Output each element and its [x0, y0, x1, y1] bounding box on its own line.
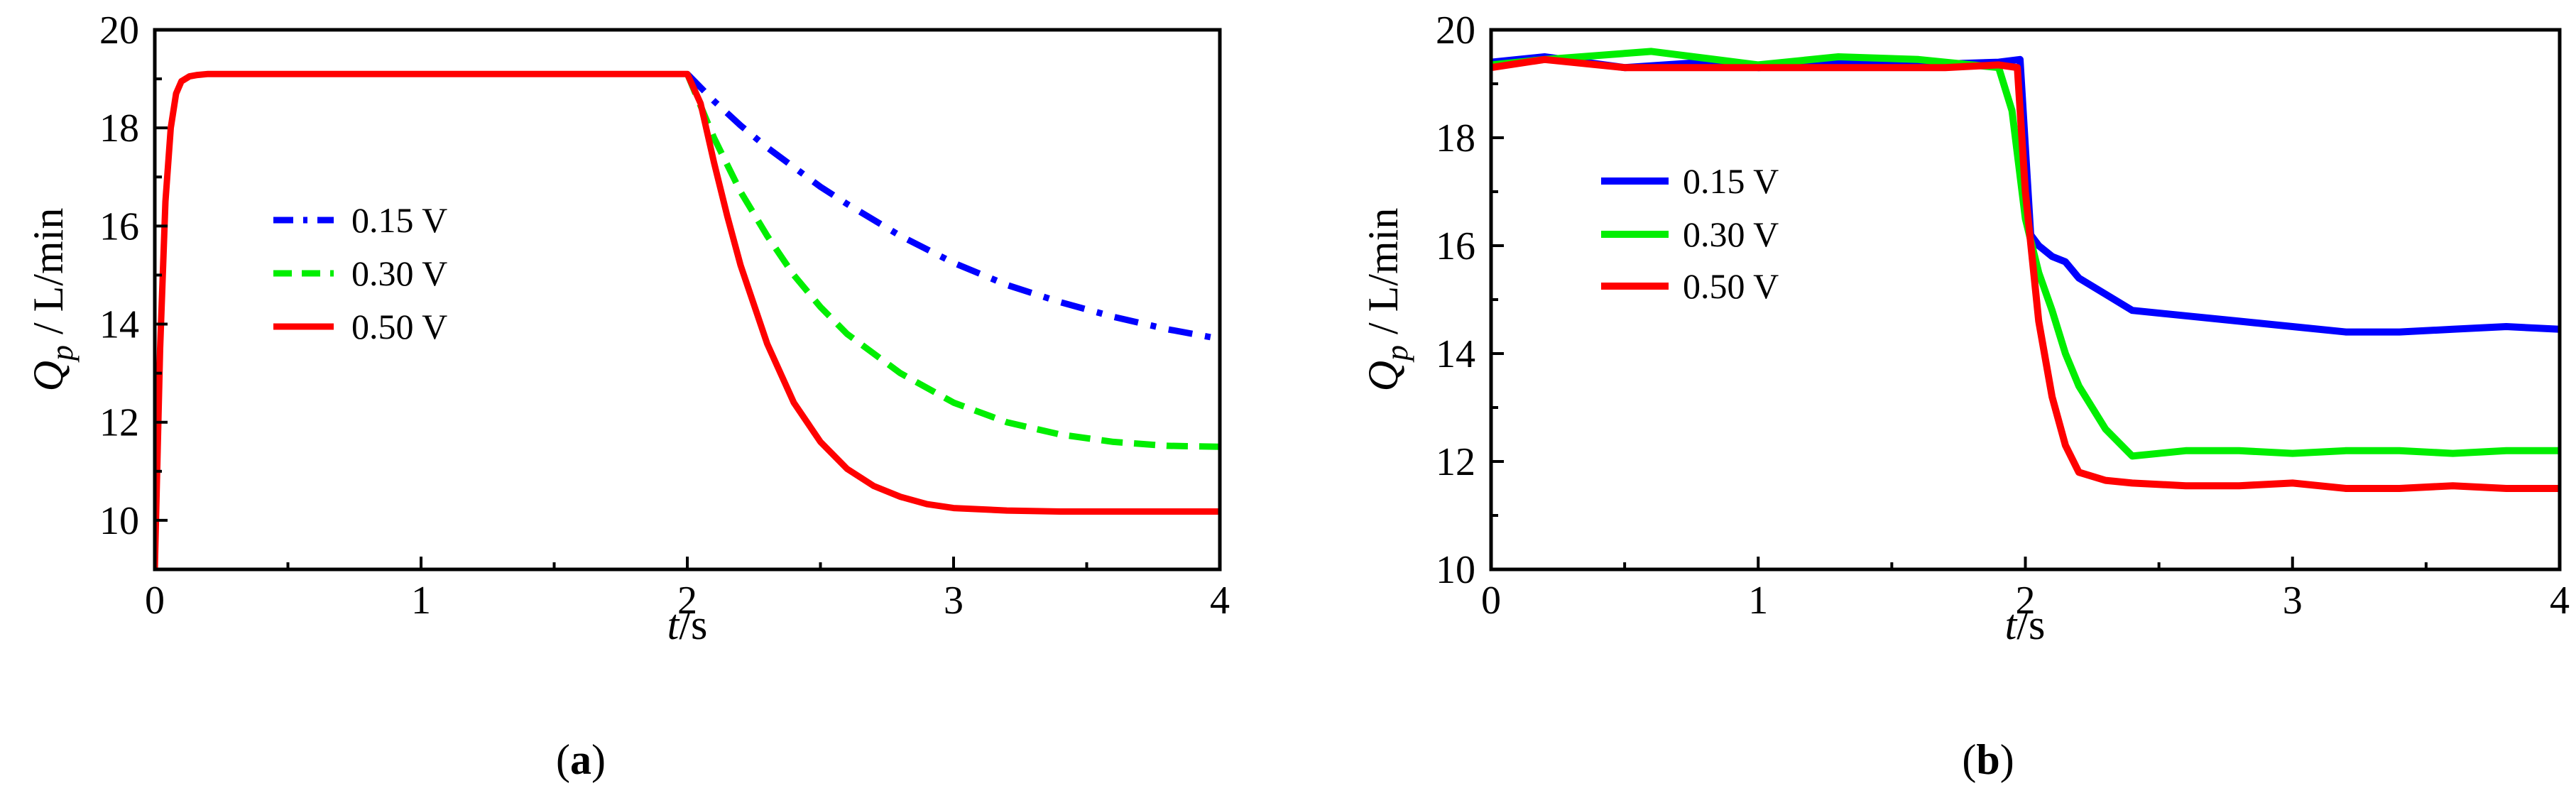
panel-b-y-axis-sub: p — [1380, 345, 1414, 363]
legend-a-label-015: 0.15 V — [351, 200, 447, 240]
y-tick-label-a: 10 — [99, 499, 139, 543]
y-tick-label-b: 14 — [1436, 332, 1475, 376]
y-tick-label-a: 20 — [99, 9, 139, 53]
y-tick-label-b: 12 — [1436, 440, 1475, 484]
legend-a-label-030: 0.30 V — [351, 253, 447, 293]
legend-b-label-050: 0.50 V — [1683, 266, 1779, 306]
x-tick-label-b: 2 — [2016, 579, 2036, 623]
panel-b-x-axis-label: t/s — [2005, 601, 2046, 648]
panel-a-y-axis-label: Qp / L/min — [25, 208, 80, 392]
legend-b-label-030: 0.30 V — [1683, 214, 1779, 254]
x-tick-label-a: 4 — [1210, 579, 1230, 623]
panel-a-caption-close: ) — [591, 736, 606, 783]
y-tick-label-b: 10 — [1436, 548, 1475, 592]
series-a-050V — [155, 70, 1220, 569]
x-tick-label-b: 1 — [1748, 579, 1768, 623]
x-tick-label-a: 3 — [944, 579, 964, 623]
y-tick-label-a: 16 — [99, 204, 139, 248]
x-tick-label-a: 0 — [145, 579, 165, 623]
panel-b-y-axis-var: Q — [1360, 361, 1407, 391]
panel-a-caption-letter: a — [570, 736, 591, 783]
series-b-050V — [1491, 55, 2560, 492]
panel-b-plot-lines — [1491, 48, 2560, 492]
legend-b-label-015: 0.15 V — [1683, 161, 1779, 201]
series-a-030V — [684, 72, 1220, 450]
x-tick-label-b: 3 — [2283, 579, 2303, 623]
panel-a-y-axis-var: Q — [25, 361, 72, 391]
x-tick-label-b: 4 — [2550, 579, 2570, 623]
y-tick-label-a: 12 — [99, 401, 139, 445]
panel-a-x-axis-var: t — [667, 601, 680, 648]
y-tick-label-b: 18 — [1436, 116, 1475, 160]
x-tick-label-a: 1 — [411, 579, 431, 623]
panel-b-legend: 0.15 V 0.30 V 0.50 V — [1601, 161, 1779, 306]
panel-a-caption-open: ( — [556, 736, 570, 783]
y-tick-label-b: 20 — [1436, 9, 1475, 53]
panel-a-y-axis-sub: p — [45, 345, 80, 363]
panel-b-caption-letter: b — [1976, 736, 1999, 783]
panel-b-caption: (b) — [1962, 736, 2014, 783]
legend-a-label-050: 0.50 V — [351, 307, 447, 346]
panel-a-x-axis-unit: /s — [679, 601, 707, 648]
y-tick-label-a: 14 — [99, 303, 139, 347]
panel-a-plot-lines — [155, 70, 1220, 569]
panel-b-x-axis-var: t — [2005, 601, 2018, 648]
series-a-015V — [684, 72, 1220, 342]
y-tick-label-b: 16 — [1436, 224, 1475, 268]
panel-a-legend: 0.15 V 0.30 V 0.50 V — [273, 200, 447, 346]
panel-a-ticks — [153, 28, 1221, 569]
panel-b-y-axis-label: Qp / L/min — [1360, 208, 1414, 392]
panel-a-x-axis-label: t/s — [667, 601, 708, 648]
panel-b-x-axis-unit: /s — [2016, 601, 2045, 648]
panel-b-caption-open: ( — [1962, 736, 1976, 783]
panel-a-y-axis-unit: / L/min — [25, 208, 72, 345]
panel-b-y-axis-unit: / L/min — [1360, 208, 1407, 345]
panel-b-ticks — [1490, 28, 2561, 571]
panel-a-caption: (a) — [556, 736, 606, 783]
panel-b-caption-close: ) — [2000, 736, 2014, 783]
x-tick-label-a: 2 — [677, 579, 697, 623]
y-tick-label-a: 18 — [99, 106, 139, 151]
x-tick-label-b: 0 — [1481, 579, 1501, 623]
panel-a-plot-frame — [153, 28, 1222, 572]
series-b-030V — [1491, 48, 2560, 460]
